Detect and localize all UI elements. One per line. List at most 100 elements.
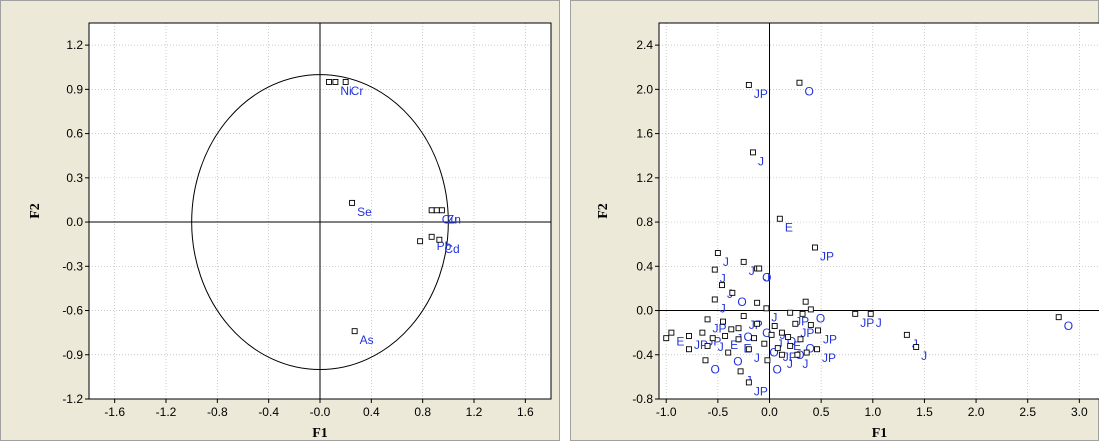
data-point-marker — [1055, 314, 1062, 321]
y-tick-label: 2.0 — [636, 82, 653, 96]
data-point-marker — [433, 207, 440, 214]
data-point-label: J — [723, 255, 729, 269]
y-tick-label: 0.3 — [66, 171, 83, 185]
data-point-label: J — [777, 337, 783, 351]
data-point-marker — [750, 149, 756, 156]
data-point-label: E — [730, 338, 738, 352]
data-point-marker — [778, 351, 785, 358]
data-point-marker — [785, 334, 792, 341]
data-point-marker — [771, 323, 778, 329]
data-point-marker — [852, 310, 859, 317]
data-point-label: As — [360, 333, 374, 347]
data-point-label: J — [720, 272, 726, 286]
data-point-marker — [903, 331, 910, 338]
data-point-label: J — [764, 271, 770, 285]
data-point-label: J — [754, 351, 760, 365]
x-tick-label: 2.0 — [968, 405, 985, 419]
data-point-label: J — [749, 264, 755, 278]
data-point-marker — [803, 349, 810, 356]
x-tick-label: -1.2 — [156, 405, 177, 419]
data-point-marker — [740, 258, 747, 265]
data-point-marker — [796, 79, 803, 86]
y-tick-label: 1.2 — [636, 171, 653, 185]
y-tick-label: 0.9 — [66, 82, 83, 96]
y-tick-label: -1.2 — [62, 392, 83, 406]
pca-correlation-circle-chart: -1.6 -1.2 -0.8 -0.4 -0.0 0.4 0.8 1.2 1.6 -1.2 -0.9… — [28, 22, 552, 441]
data-point-label: E — [676, 335, 684, 349]
data-point-marker — [807, 321, 814, 328]
data-point-marker — [754, 299, 761, 306]
data-point-label: O — [772, 362, 781, 376]
data-point-label: JP — [713, 321, 727, 335]
data-point-marker — [787, 342, 794, 349]
data-point-label: JP — [820, 249, 834, 263]
y-tick-label: -0.9 — [62, 348, 83, 362]
data-point-marker — [686, 346, 692, 353]
data-point-label: O — [1064, 319, 1073, 333]
data-point-label: JP — [694, 338, 708, 352]
data-point-marker — [711, 266, 718, 273]
data-point-marker — [867, 310, 874, 317]
data-point-marker — [428, 207, 435, 214]
data-point-marker — [778, 329, 785, 336]
data-point-marker — [720, 318, 726, 325]
data-point-label: O — [744, 330, 753, 344]
data-point-marker — [735, 336, 742, 343]
x-tick-label: -0.5 — [708, 405, 729, 419]
data-point-label: JP — [754, 384, 768, 398]
data-point-label: Ni — [340, 84, 351, 98]
data-point-marker — [794, 351, 801, 358]
x-tick-label: 0.5 — [813, 405, 830, 419]
data-point-marker — [776, 215, 783, 222]
data-point-marker — [745, 379, 752, 386]
y-tick-label: 0.6 — [66, 127, 83, 141]
data-point-marker — [913, 344, 920, 350]
data-point-label: J — [720, 301, 726, 315]
x-tick-label: 1.2 — [466, 405, 483, 419]
data-point-label: O — [737, 295, 746, 309]
data-point-label: JP — [783, 350, 797, 364]
data-point-marker — [699, 329, 706, 336]
data-point-marker — [349, 199, 356, 206]
data-point-marker — [740, 313, 747, 320]
data-point-marker — [711, 296, 718, 303]
data-point-marker — [436, 236, 443, 243]
pca-observations-scatter-chart: -1.0 -0.5 0.0 0.5 1.0 1.5 2.0 2.5 3.0 -0.8 -0.4 0.0… — [596, 22, 1099, 441]
data-point-marker — [686, 333, 692, 339]
data-point-marker — [342, 79, 349, 85]
y-tick-label: -0.8 — [632, 392, 653, 406]
data-point-marker — [807, 306, 814, 313]
data-point-label: JP — [822, 351, 836, 365]
y-tick-label: 2.4 — [636, 38, 653, 52]
data-point-marker — [668, 329, 675, 336]
x-axis-title: F1 — [312, 426, 328, 441]
x-tick-label: 3.0 — [1071, 405, 1088, 419]
data-point-marker — [792, 320, 799, 327]
data-point-label: E — [793, 339, 801, 353]
data-point-marker — [663, 335, 670, 342]
plot-area — [659, 23, 1099, 399]
data-point-label: Cu — [442, 212, 457, 226]
x-tick-label: 1.0 — [864, 405, 881, 419]
data-point-label: JP — [800, 326, 814, 340]
data-point-marker — [751, 335, 757, 342]
data-point-marker — [764, 357, 771, 364]
data-point-marker — [754, 320, 761, 327]
x-tick-label: 1.6 — [517, 405, 534, 419]
data-point-label: O — [762, 271, 771, 285]
data-point-label: O — [816, 311, 825, 325]
data-point-label: JP — [754, 87, 768, 101]
y-tick-label: 1.2 — [66, 38, 83, 52]
data-point-marker — [745, 346, 752, 353]
x-tick-label: -0.8 — [207, 405, 228, 419]
data-point-label: J — [921, 349, 927, 363]
data-point-label: J — [758, 154, 764, 168]
data-point-label: O — [787, 335, 796, 349]
y-tick-label: 0.8 — [636, 215, 653, 229]
data-point-marker — [812, 244, 818, 251]
data-point-label: O — [769, 346, 778, 360]
data-point-marker — [326, 79, 332, 85]
data-point-label: E — [785, 221, 793, 235]
plot-frame — [658, 22, 1099, 400]
data-point-marker — [729, 289, 736, 296]
